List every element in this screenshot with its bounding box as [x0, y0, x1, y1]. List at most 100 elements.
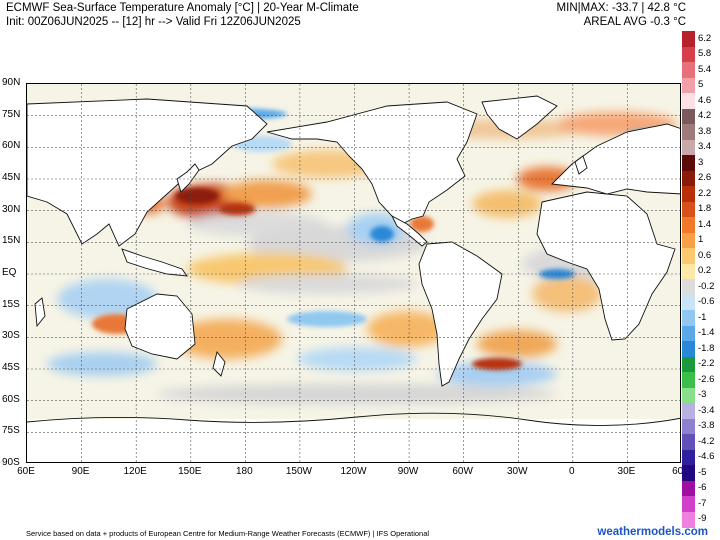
areal-average: AREAL AVG -0.3 °C	[583, 16, 686, 28]
north-america	[266, 101, 478, 225]
lon-label: 30E	[617, 466, 636, 477]
british-isles	[574, 155, 588, 175]
maritime-continent	[121, 248, 188, 277]
europe	[551, 123, 680, 195]
colorbar-segment	[682, 294, 695, 311]
colorbar-segment	[682, 403, 695, 419]
colorbar-segment	[682, 62, 695, 78]
colorbar-segment	[682, 155, 695, 171]
colorbar-segment	[682, 263, 695, 280]
colorbar-segment	[682, 217, 695, 233]
lon-label: 60E	[17, 466, 35, 477]
colorbar-segment	[682, 279, 695, 295]
colorbar-label: 1.8	[698, 203, 712, 215]
colorbar-label: 3.4	[698, 141, 712, 153]
lat-label: 90N	[2, 77, 21, 88]
graticule	[27, 84, 680, 462]
colorbar-segment	[682, 372, 695, 388]
colorbar-segment	[682, 77, 695, 94]
colorbar-label: 6.2	[698, 32, 712, 44]
colorbar-label: 2.2	[698, 187, 712, 199]
lon-label: 30W	[506, 466, 528, 477]
colorbar-label: -9	[698, 513, 707, 525]
colorbar-segment	[682, 201, 695, 218]
init-time: Init: 00Z06JUN2025 -- [12] hr --> Valid …	[6, 16, 301, 28]
colorbar-segment	[682, 139, 695, 156]
colorbar-label: 3	[698, 156, 704, 168]
colorbar-label: 3.8	[698, 125, 712, 137]
colorbar-segment	[682, 31, 695, 47]
lon-label: 90E	[71, 466, 90, 477]
colorbar-label: 4.2	[698, 110, 712, 122]
map-canvas	[27, 84, 680, 462]
colorbar-label: -0.2	[698, 280, 715, 292]
colorbar-label: 2.6	[698, 172, 712, 184]
south-america	[418, 241, 503, 387]
colorbar-segment	[682, 496, 695, 512]
colorbar-segment	[682, 449, 695, 466]
colorbar-segment	[682, 434, 695, 450]
antarctic-coastline	[27, 412, 680, 426]
sst-anomaly-map	[26, 83, 681, 463]
colorbar-label: 4.6	[698, 94, 712, 106]
greenland	[481, 95, 558, 140]
lat-label: 60N	[2, 140, 21, 152]
lat-label: 75N	[2, 108, 21, 120]
colorbar-label: -4.6	[698, 451, 715, 463]
colorbar-label: 5.8	[698, 48, 712, 60]
lat-label: 90S	[2, 457, 20, 468]
colorbar-segment	[682, 93, 695, 109]
lat-label: 60S	[2, 393, 20, 405]
colorbar-label: -3.8	[698, 420, 715, 432]
colorbar-segment	[682, 418, 695, 435]
colorbar-label: 5	[698, 79, 704, 91]
continents	[27, 95, 680, 387]
colorbar-label: -6	[698, 482, 707, 494]
colorbar-label: -2.2	[698, 358, 715, 370]
lon-label: 90W	[397, 466, 419, 477]
lon-label: 120W	[340, 466, 367, 477]
lon-label: 60W	[452, 466, 473, 477]
lon-label: 150E	[178, 466, 202, 477]
data-credit: Service based on data + products of Euro…	[26, 529, 430, 538]
lon-label: 120E	[123, 466, 147, 477]
lat-label: 45S	[2, 362, 20, 373]
colorbar-segment	[682, 186, 695, 202]
colorbar-label: -1	[698, 311, 707, 323]
lat-label: EQ	[2, 267, 17, 278]
colorbar-label: 1.4	[698, 218, 712, 230]
colorbar-label: 5.4	[698, 63, 712, 75]
colorbar-label: -3	[698, 389, 707, 401]
colorbar-label: -7	[698, 497, 707, 509]
lat-label: 75S	[2, 425, 20, 437]
asia	[27, 98, 268, 247]
colorbar-segment	[682, 108, 695, 125]
colorbar-label: -3.4	[698, 404, 715, 416]
colorbar-label: 0.6	[698, 249, 712, 261]
lat-label: 15N	[2, 235, 21, 247]
antarctica	[27, 419, 680, 462]
lat-label: 45N	[2, 172, 21, 183]
colorbar-label: -1.8	[698, 342, 715, 354]
colorbar-label: -4.2	[698, 435, 715, 447]
japan	[176, 163, 200, 193]
colorbar-segment	[682, 356, 695, 373]
lon-label: 150W	[285, 466, 312, 477]
min-max-readout: MIN|MAX: -33.7 | 42.8 °C	[556, 2, 686, 14]
africa	[536, 191, 676, 341]
colorbar-segment	[682, 232, 695, 249]
madagascar	[34, 297, 46, 328]
lon-label: 180	[235, 466, 253, 477]
colorbar-label: -1.4	[698, 327, 715, 339]
colorbar-label: 1	[698, 234, 704, 246]
colorbar-segment	[682, 310, 695, 326]
colorbar-segment	[682, 511, 695, 528]
colorbar-segment	[682, 46, 695, 63]
colorbar-segment	[682, 248, 695, 264]
site-link[interactable]: weathermodels.com	[597, 526, 708, 538]
colorbar-segment	[682, 387, 695, 404]
colorbar-label: 0.2	[698, 265, 712, 277]
colorbar-label: -0.6	[698, 296, 715, 308]
lon-label: 60E	[672, 466, 690, 477]
colorbar	[682, 31, 695, 528]
